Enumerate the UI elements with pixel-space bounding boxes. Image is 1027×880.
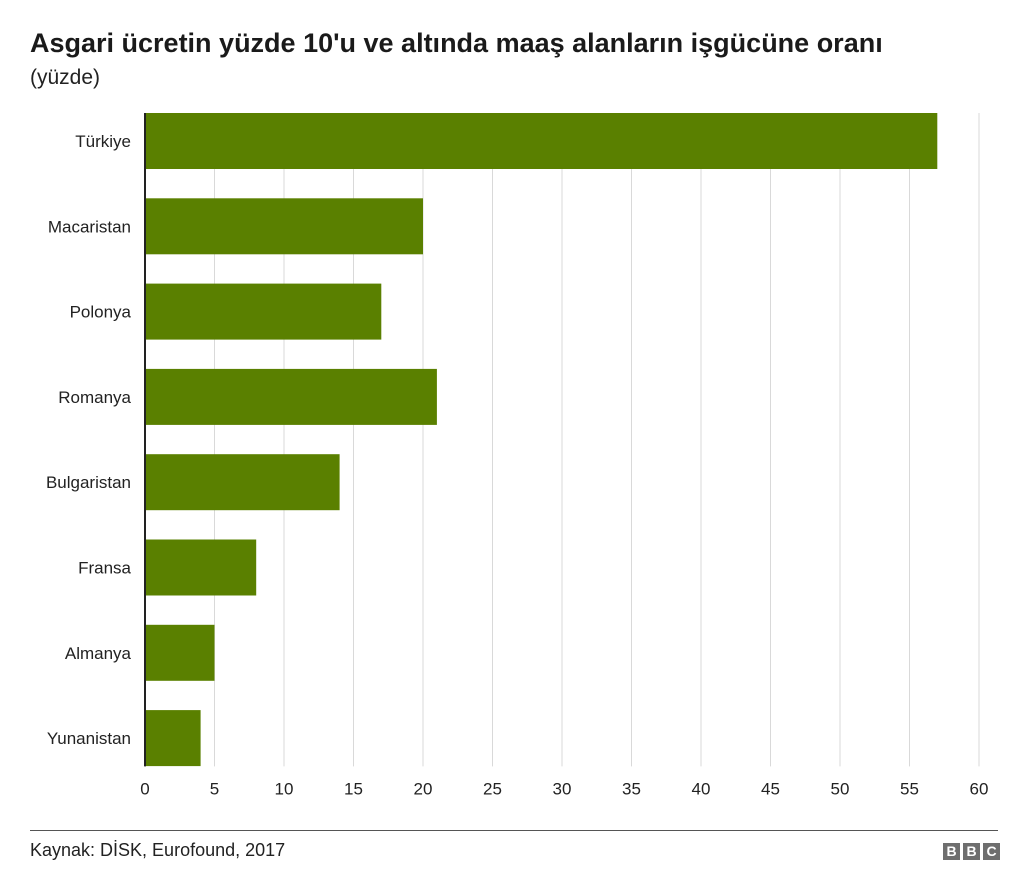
chart-title: Asgari ücretin yüzde 10'u ve altında maa…: [30, 28, 883, 58]
category-label: Polonya: [70, 303, 132, 322]
category-label: Romanya: [58, 388, 131, 407]
chart-subtitle: (yüzde): [30, 66, 101, 89]
category-label: Yunanistan: [47, 729, 131, 748]
x-tick-label: 25: [483, 779, 502, 798]
category-label: Fransa: [78, 559, 131, 578]
x-tick-label: 60: [970, 779, 989, 798]
x-axis-tick-labels: 0 5 10 15 20 25 30 35 40 45 50 55 60: [140, 779, 988, 798]
x-tick-label: 30: [553, 779, 572, 798]
category-label: Türkiye: [75, 132, 131, 151]
category-label: Macaristan: [48, 217, 131, 236]
bar-3: [145, 368, 437, 425]
bar-5: [145, 539, 257, 596]
bar-7: [145, 710, 201, 767]
x-tick-label: 0: [140, 779, 149, 798]
x-tick-label: 40: [692, 779, 711, 798]
bar-6: [145, 624, 215, 681]
category-labels: Türkiye Macaristan Polonya Romanya Bulgarist…: [46, 132, 132, 748]
x-tick-label: 50: [831, 779, 850, 798]
bbc-logo-letter: B: [943, 843, 960, 860]
x-tick-label: 10: [275, 779, 294, 798]
bbc-logo-letter: B: [963, 843, 980, 860]
bbc-logo: B B C: [943, 843, 1000, 860]
bar-2: [145, 283, 382, 340]
category-label: Bulgaristan: [46, 473, 131, 492]
x-tick-label: 55: [900, 779, 919, 798]
x-tick-label: 20: [414, 779, 433, 798]
category-label: Almanya: [65, 644, 132, 663]
x-tick-label: 5: [210, 779, 219, 798]
source-note: Kaynak: DİSK, Eurofound, 2017: [30, 840, 286, 860]
x-tick-label: 35: [622, 779, 641, 798]
x-tick-label: 15: [344, 779, 363, 798]
bbc-logo-letter: C: [983, 843, 1000, 860]
bars: [145, 113, 938, 767]
bar-1: [145, 198, 423, 255]
footer-divider: [30, 830, 998, 831]
bar-0: [145, 113, 938, 169]
x-tick-label: 45: [761, 779, 780, 798]
bar-4: [145, 454, 340, 511]
